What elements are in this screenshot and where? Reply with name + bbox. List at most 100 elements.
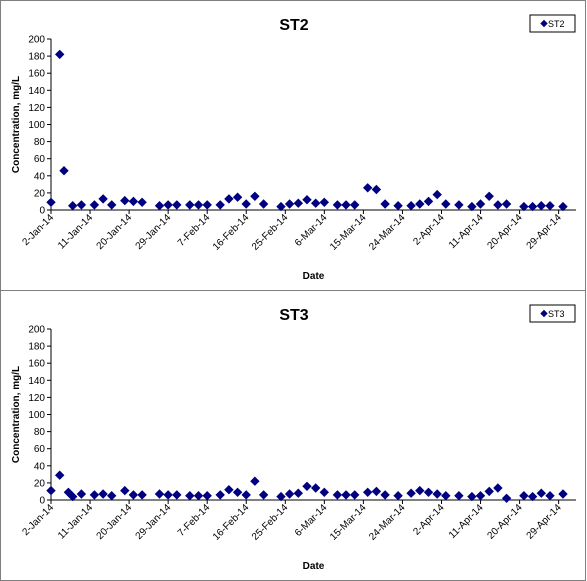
data-point [519,490,529,501]
data-point [371,184,382,195]
data-point [46,485,56,496]
data-point [250,191,260,202]
data-point [215,490,225,500]
legend-label: ST2 [548,19,565,29]
data-point [128,490,139,500]
data-point [137,490,147,500]
data-point [349,490,360,500]
data-point [137,197,147,208]
data-point [193,200,204,210]
legend-label: ST3 [548,309,565,319]
data-point [258,199,269,209]
data-point [423,487,434,498]
y-tick-label: 160 [28,69,45,80]
data-point [154,200,165,211]
data-point [185,200,195,210]
x-tick-label: 25-Feb-14 [250,502,291,543]
data-point [54,470,65,480]
data-point [484,191,494,202]
data-point [163,200,173,210]
x-tick-label: 25-Feb-14 [250,212,291,253]
data-point [54,49,65,60]
x-tick-label: 20-Jan-14 [95,502,135,542]
x-tick-label: 2-Apr-14 [411,502,447,538]
x-axis-title: Date [303,561,325,572]
y-tick-label: 60 [34,154,46,165]
data-point [415,485,425,496]
data-point [89,200,100,210]
data-point [475,199,486,209]
y-axis-title: Concentration, mg/L [11,366,22,463]
data-point [59,165,69,176]
data-point [310,198,321,208]
data-point [432,189,442,200]
x-tick-label: 11-Apr-14 [447,502,486,541]
y-tick-label: 140 [28,376,45,387]
data-point [545,200,555,211]
data-point [185,490,195,501]
data-point [332,200,343,210]
data-point [484,486,494,497]
data-point [76,200,87,210]
data-point [258,490,269,500]
data-point [545,490,555,501]
y-tick-label: 120 [28,393,45,404]
x-tick-label: 2-Jan-14 [20,212,56,248]
data-point [493,200,503,210]
data-point [415,199,425,209]
data-point [232,487,243,498]
data-point [310,483,321,493]
y-tick-label: 160 [28,359,45,370]
x-tick-label: 15-Mar-14 [328,212,369,253]
x-tick-label: 20-Jan-14 [95,212,135,252]
data-point [67,491,78,502]
x-tick-label: 7-Feb-14 [176,502,213,539]
data-point [371,486,382,497]
y-tick-label: 200 [28,35,45,46]
data-point [284,489,295,499]
data-point [467,201,477,212]
y-tick-label: 200 [28,325,45,336]
x-tick-label: 20-Apr-14 [485,502,525,542]
data-point [276,491,286,502]
x-tick-label: 16-Feb-14 [211,502,252,543]
y-axis-title: Concentration, mg/L [11,76,22,173]
y-tick-label: 80 [34,137,46,148]
data-point [128,196,139,207]
x-tick-label: 6-Mar-14 [293,502,330,539]
data-point [293,198,304,208]
y-tick-label: 40 [34,171,46,182]
data-point [319,197,330,208]
legend-marker [540,19,548,28]
x-tick-label: 11-Jan-14 [56,212,95,251]
data-point [393,200,403,211]
data-point [276,201,286,212]
x-tick-label: 24-Mar-14 [367,212,408,253]
data-point [349,200,360,210]
data-point [519,201,529,212]
data-point [341,200,351,210]
y-tick-label: 0 [39,206,45,217]
data-point [454,200,464,210]
data-point [302,481,312,492]
data-point [432,489,442,499]
legend: ST2 [529,14,576,33]
data-point [172,200,182,210]
data-point [423,196,434,207]
data-point [341,490,351,500]
data-point [67,200,78,211]
data-point [232,192,243,202]
y-tick-label: 40 [34,461,46,472]
data-point [106,490,117,501]
chart-panel-st3: ST3 Concentration, mg/L Date 0 20 40 60 80 100 12… [0,290,586,581]
x-tick-label: 2-Jan-14 [20,502,56,538]
chart-st3: ST3 Concentration, mg/L Date 0 20 40 60 80 100 12… [11,304,576,572]
data-point [154,489,165,499]
data-point [293,488,304,498]
x-tick-label: 6-Mar-14 [293,212,330,249]
data-point [120,195,130,206]
data-point [332,490,343,500]
data-point [120,485,130,496]
data-point [558,489,568,499]
x-tick-label: 16-Feb-14 [211,212,252,253]
